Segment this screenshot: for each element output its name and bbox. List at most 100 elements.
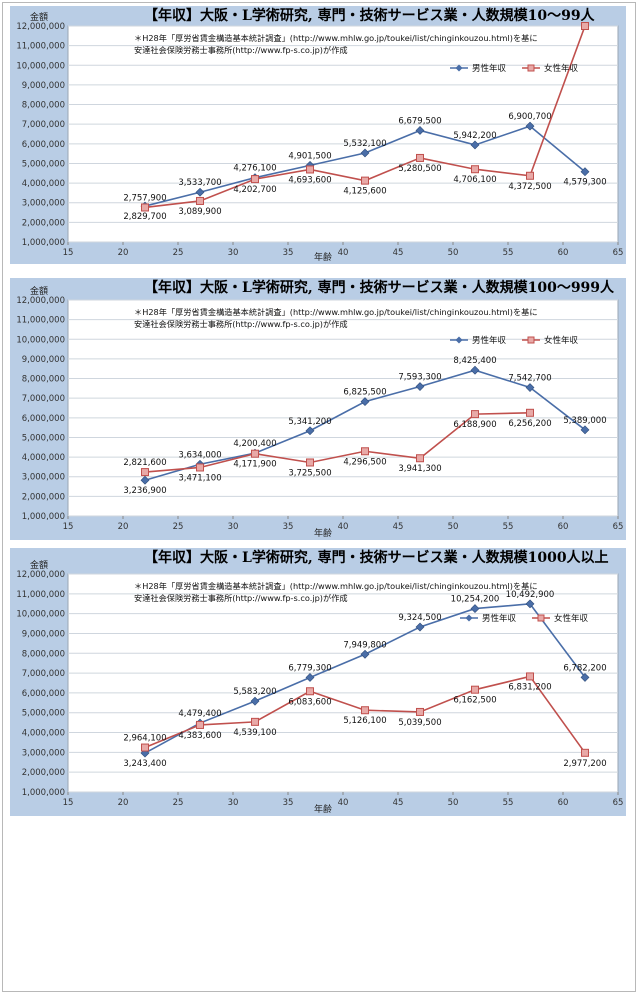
x-tick-label: 15 [63, 522, 74, 532]
y-tick-label: 12,000,000 [16, 570, 65, 580]
data-label: 6,083,600 [288, 697, 331, 707]
data-label: 6,779,300 [288, 663, 331, 673]
y-axis-label: 金額 [30, 559, 48, 571]
data-label: 3,236,900 [123, 486, 166, 496]
data-label: 3,725,500 [288, 468, 331, 478]
x-tick-label: 25 [173, 248, 184, 258]
y-tick-label: 1,000,000 [22, 512, 65, 522]
source-note: ＊H28年「厚労省賃金構造基本統計調査」(http://www.mhlw.go.… [134, 307, 538, 317]
y-tick-label: 11,000,000 [16, 590, 65, 600]
point-square [416, 153, 424, 162]
data-label: 3,089,900 [178, 207, 221, 217]
y-tick-label: 11,000,000 [16, 316, 65, 326]
y-tick-label: 6,000,000 [22, 414, 65, 424]
data-label: 5,039,500 [398, 718, 441, 728]
point-diamond [140, 475, 150, 485]
legend-diamond [455, 336, 463, 344]
data-label: 3,471,100 [178, 473, 221, 483]
data-label: 6,825,500 [343, 388, 386, 398]
data-label: 3,941,300 [398, 464, 441, 474]
data-label: 2,757,900 [123, 193, 166, 203]
point-diamond [305, 426, 315, 436]
chart-panel-10-99: 1,000,000 2,000,000 3,000,000 4,000,000 5,00… [10, 6, 626, 264]
data-label: 7,949,800 [343, 640, 386, 650]
source-note: 安達社会保険労務士事務所(http://www.fp-s.co.jp)が作成 [134, 593, 348, 603]
point-square [196, 196, 204, 205]
y-tick-label: 4,000,000 [22, 729, 65, 739]
x-tick-label: 40 [338, 798, 349, 808]
x-tick-label: 30 [228, 522, 239, 532]
source-note: ＊H28年「厚労省賃金構造基本統計調査」(http://www.mhlw.go.… [134, 33, 538, 43]
point-diamond [525, 383, 535, 392]
data-label: 4,539,100 [233, 728, 276, 738]
x-tick-label: 20 [118, 522, 129, 532]
legend: 男性年収 女性年収 [450, 335, 579, 346]
data-label: 9,324,500 [398, 613, 441, 623]
x-tick-label: 60 [558, 522, 569, 532]
legend-diamond [455, 64, 463, 72]
legend-square [527, 64, 535, 72]
data-label: 4,296,500 [343, 457, 386, 467]
y-tick-label: 2,000,000 [22, 218, 65, 228]
y-tick-label: 3,000,000 [22, 199, 65, 209]
point-diamond [470, 140, 480, 150]
y-tick-label: 8,000,000 [22, 649, 65, 659]
x-axis-label: 年齢 [314, 803, 332, 815]
y-tick-label: 7,000,000 [22, 394, 65, 404]
x-tick-label: 40 [338, 522, 349, 532]
x-tick-label: 25 [173, 522, 184, 532]
point-square [196, 463, 204, 472]
data-label: 4,372,500 [508, 182, 551, 192]
x-tick-label: 25 [173, 798, 184, 808]
y-axis-label: 金額 [30, 11, 48, 23]
legend-entry: 男性年収 [472, 63, 507, 74]
x-tick-label: 30 [228, 248, 239, 258]
point-diamond [195, 187, 205, 197]
point-diamond [580, 167, 590, 177]
chart-title: 【年収】大阪・L学術研究, 専門・技術サービス業・人数規模100～999人 [144, 279, 615, 296]
data-label: 6,162,500 [453, 696, 496, 706]
point-square [251, 175, 259, 184]
x-tick-label: 65 [613, 798, 624, 808]
data-label: 4,125,600 [343, 187, 386, 197]
data-label: 10,254,200 [451, 595, 500, 605]
data-label: 2,977,200 [563, 759, 606, 769]
salary-chart-10-99: 1,000,000 2,000,000 3,000,000 4,000,000 5,00… [16, 7, 623, 263]
source-note: ＊H28年「厚労省賃金構造基本統計調査」(http://www.mhlw.go.… [134, 581, 538, 591]
point-diamond [360, 397, 370, 407]
y-tick-label: 1,000,000 [22, 788, 65, 798]
chart-panel-100-999: 1,000,000 2,000,000 3,000,000 4,000,000 5,00… [10, 278, 626, 540]
point-diamond [250, 696, 260, 706]
point-diamond [360, 649, 370, 659]
y-tick-label: 2,000,000 [22, 768, 65, 778]
plot-area [67, 573, 619, 793]
point-square [306, 458, 314, 467]
data-label: 6,679,500 [398, 116, 441, 126]
data-label: 7,593,300 [398, 373, 441, 383]
y-tick-label: 9,000,000 [22, 355, 65, 365]
data-label: 6,831,200 [508, 682, 551, 692]
point-square [141, 743, 149, 752]
x-tick-label: 55 [503, 798, 514, 808]
y-tick-label: 7,000,000 [22, 669, 65, 679]
y-tick-label: 8,000,000 [22, 375, 65, 385]
point-diamond [415, 126, 425, 135]
data-label: 4,479,400 [178, 709, 221, 719]
y-tick-label: 3,000,000 [22, 748, 65, 758]
point-square [471, 410, 479, 419]
x-tick-label: 35 [283, 248, 294, 258]
data-label: 5,389,000 [563, 416, 606, 426]
legend-entry: 女性年収 [554, 613, 589, 624]
y-axis-label: 金額 [30, 285, 48, 297]
x-tick-label: 35 [283, 798, 294, 808]
salary-chart-1000-plus: 1,000,000 2,000,000 3,000,000 4,000,000 5,00… [16, 549, 624, 815]
source-note: 安達社会保険労務士事務所(http://www.fp-s.co.jp)が作成 [134, 319, 348, 329]
x-tick-label: 60 [558, 248, 569, 258]
data-label: 3,533,700 [178, 178, 221, 188]
x-tick-label: 65 [613, 522, 624, 532]
x-tick-label: 55 [503, 522, 514, 532]
point-square [251, 449, 259, 458]
x-tick-label: 15 [63, 248, 74, 258]
data-label: 4,276,100 [233, 164, 276, 174]
